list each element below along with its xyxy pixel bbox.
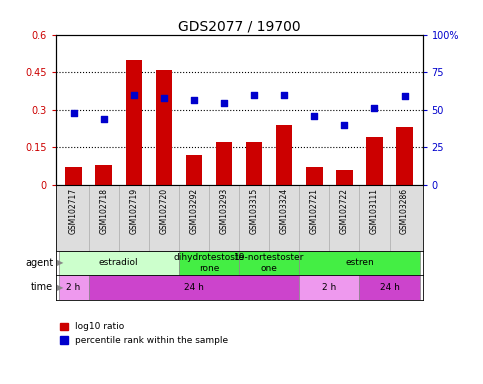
Bar [58, 275, 89, 300]
Text: dihydrotestoste
rone: dihydrotestoste rone [173, 253, 244, 273]
Bar [366, 137, 383, 185]
Bar [359, 275, 420, 300]
Bar [126, 60, 142, 185]
Point [341, 122, 348, 128]
Point [311, 113, 318, 119]
Point [70, 110, 77, 116]
Text: 24 h: 24 h [380, 283, 399, 292]
Bar [276, 125, 293, 185]
Point [190, 97, 198, 103]
Text: 24 h: 24 h [184, 283, 204, 292]
Text: GSM103286: GSM103286 [400, 188, 409, 234]
Bar [58, 251, 179, 275]
Legend: log10 ratio, percentile rank within the sample: log10 ratio, percentile rank within the … [60, 323, 228, 345]
Title: GDS2077 / 19700: GDS2077 / 19700 [178, 20, 300, 33]
Text: GSM102720: GSM102720 [159, 188, 169, 234]
Text: estren: estren [345, 258, 374, 267]
Point [370, 105, 378, 111]
Point [220, 100, 228, 106]
Bar [216, 142, 232, 185]
Point [100, 116, 108, 122]
Bar [299, 275, 359, 300]
Bar [299, 251, 420, 275]
Bar [179, 251, 239, 275]
Text: GSM103324: GSM103324 [280, 188, 289, 234]
Bar [396, 127, 413, 185]
Text: GSM102718: GSM102718 [99, 188, 108, 234]
Text: ▶: ▶ [57, 283, 63, 292]
Text: 2 h: 2 h [67, 283, 81, 292]
Point [401, 93, 409, 99]
Text: GSM103111: GSM103111 [370, 188, 379, 234]
Text: time: time [31, 282, 53, 292]
Bar [185, 155, 202, 185]
Point [250, 93, 258, 99]
Point [130, 92, 138, 98]
Bar [306, 167, 323, 185]
Text: 2 h: 2 h [322, 283, 337, 292]
Text: GSM102721: GSM102721 [310, 188, 319, 234]
Text: GSM103293: GSM103293 [220, 188, 228, 234]
Bar [65, 167, 82, 185]
Bar [96, 165, 112, 185]
Text: ▶: ▶ [57, 258, 63, 267]
Text: GSM102717: GSM102717 [69, 188, 78, 234]
Bar [89, 275, 299, 300]
Text: agent: agent [25, 258, 53, 268]
Bar [336, 170, 353, 185]
Bar [239, 251, 299, 275]
Point [280, 92, 288, 98]
Text: 19-nortestoster
one: 19-nortestoster one [234, 253, 304, 273]
Text: GSM103292: GSM103292 [189, 188, 199, 234]
Bar [246, 142, 262, 185]
Bar [156, 70, 172, 185]
Text: GSM102719: GSM102719 [129, 188, 138, 234]
Text: GSM102722: GSM102722 [340, 188, 349, 234]
Point [160, 95, 168, 101]
Text: GSM103315: GSM103315 [250, 188, 258, 234]
Text: estradiol: estradiol [99, 258, 139, 267]
